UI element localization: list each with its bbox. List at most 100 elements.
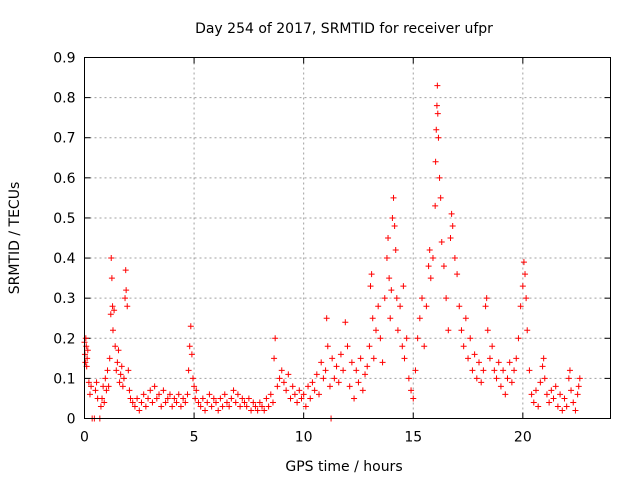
data-point [182,399,189,406]
data-point [445,327,452,334]
data-point [109,327,116,334]
data-point [115,347,122,354]
data-point [105,383,112,390]
data-point [391,222,398,229]
data-point [548,387,555,394]
data-point [217,395,224,402]
data-point [278,367,285,374]
data-point [119,383,126,390]
data-point [393,295,400,302]
data-point [111,307,118,314]
data-point [199,395,206,402]
data-point [368,271,375,278]
data-point [192,395,199,402]
data-point [412,367,419,374]
data-point [188,351,195,358]
data-point [326,383,333,390]
data-point [93,379,100,386]
data-point [387,315,394,322]
data-point [120,375,127,382]
data-point [434,82,441,89]
data-point [381,295,388,302]
data-point [187,323,194,330]
data-point [335,379,342,386]
data-point [307,395,314,402]
data-point [228,395,235,402]
data-point [160,387,167,394]
data-point [213,399,219,406]
data-point [162,399,169,406]
y-tick-label: 0.5 [53,211,75,227]
data-point [99,395,106,402]
data-point [136,407,143,414]
data-point [443,295,450,302]
data-point [118,363,125,370]
data-point [491,367,498,374]
data-point [342,319,349,326]
data-point [294,399,301,406]
data-point [561,395,568,402]
y-tick-label: 0.1 [53,371,75,387]
data-point [483,295,490,302]
data-point [122,267,129,274]
data-point [506,359,513,366]
data-point [546,399,553,406]
data-point [323,315,330,322]
data-point [359,387,366,394]
data-point [543,391,550,398]
data-point [432,202,439,209]
data-point [127,395,134,402]
data-point [324,343,331,350]
data-point [535,403,542,410]
data-point [322,367,329,374]
data-point [276,375,283,382]
data-point [526,367,533,374]
data-point [370,355,377,362]
data-point [449,222,456,229]
data-point [226,403,233,410]
data-point [574,391,581,398]
data-point [311,387,318,394]
data-point [331,375,338,382]
data-point [101,399,108,406]
y-tick-label: 0.6 [53,171,75,187]
x-tick-label: 10 [295,430,313,446]
data-point [239,395,246,402]
data-point [353,367,360,374]
data-point [448,210,455,217]
data-point [197,403,204,410]
data-point [189,375,196,382]
data-point [108,275,115,282]
data-point [202,407,209,414]
y-axis-label: SRMTID / TECUs [7,182,23,295]
data-point [554,403,561,410]
data-point [177,403,184,410]
data-point [250,399,257,406]
data-point [348,359,355,366]
data-point [400,283,407,290]
data-point [272,335,279,342]
axis-ticks: 0 0.1 0.2 0.3 0.4 0.5 0.6 0.7 0.8 0.9 0 5 10 15 20 [53,51,611,446]
data-point [465,355,472,362]
data-points [81,82,583,422]
data-point [114,359,121,366]
data-point [208,403,215,410]
data-point [109,303,116,310]
data-point [423,303,430,310]
data-point [456,303,463,310]
x-tick-label: 0 [80,430,89,446]
data-point [460,343,467,350]
data-point [559,407,566,414]
data-point [241,399,248,406]
data-point [237,403,244,410]
data-point [140,391,147,398]
data-point [169,403,176,410]
data-point [320,375,327,382]
data-point [451,255,458,262]
data-point [221,391,228,398]
data-point [385,235,392,241]
data-point [508,379,515,386]
data-point [153,395,160,402]
data-point [156,391,163,398]
data-point [433,126,440,133]
